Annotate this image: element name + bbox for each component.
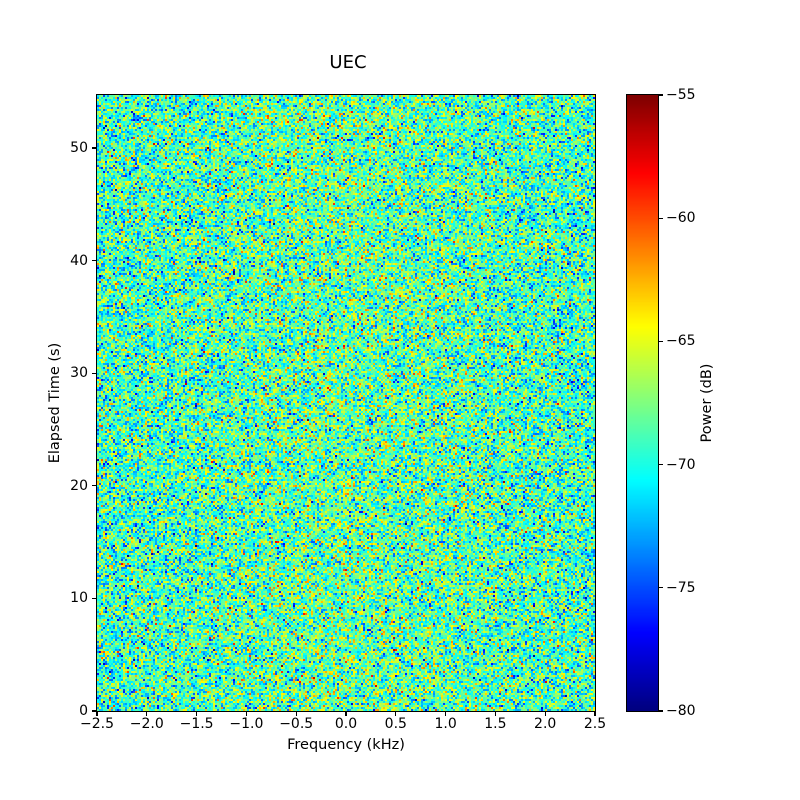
colorbar-tick-mark: [658, 587, 663, 589]
x-axis-label: Frequency (kHz): [287, 737, 405, 753]
y-tick-label: 0: [79, 703, 88, 719]
x-tick-mark: [395, 711, 397, 716]
x-tick-mark: [345, 711, 347, 716]
colorbar-tick-mark: [658, 710, 663, 712]
colorbar-tick-mark: [658, 217, 663, 219]
spectrogram-heatmap: [96, 94, 596, 712]
y-tick-mark: [92, 485, 97, 487]
colorbar-tick-mark: [658, 340, 663, 342]
y-tick-label: 20: [70, 477, 88, 494]
x-tick-label: −2.0: [129, 716, 164, 732]
y-tick-label: 10: [70, 590, 88, 607]
x-tick-mark: [295, 711, 297, 716]
y-tick-label: 30: [70, 365, 88, 382]
colorbar-tick-label: −75: [666, 579, 696, 596]
y-axis-label: Elapsed Time (s): [47, 342, 63, 464]
y-tick-label: 50: [70, 139, 88, 156]
colorbar-tick-mark: [658, 464, 663, 466]
colorbar-tick-label: −70: [666, 456, 696, 473]
y-tick-mark: [92, 259, 97, 262]
y-tick-mark: [92, 372, 97, 374]
colorbar-tick-label: −55: [666, 87, 696, 103]
x-tick-label: 2.0: [534, 716, 557, 732]
y-tick-mark: [92, 597, 97, 599]
colorbar-label: Power (dB): [699, 363, 715, 443]
x-tick-label: 2.5: [583, 716, 607, 732]
x-tick-label: −1.5: [179, 716, 214, 732]
x-tick-label: −0.5: [279, 716, 314, 732]
x-tick-mark: [196, 711, 198, 716]
y-tick-label: 40: [70, 252, 88, 269]
x-tick-label: 0.0: [334, 716, 358, 732]
colorbar-gradient: [626, 94, 659, 712]
x-tick-mark: [594, 711, 596, 716]
colorbar-tick-mark: [658, 94, 663, 96]
x-tick-mark: [146, 711, 148, 716]
colorbar-tick-label: −60: [666, 210, 696, 227]
x-tick-label: −1.0: [229, 716, 264, 732]
colorbar-tick-label: −65: [666, 333, 696, 350]
colorbar-tick-label: −80: [666, 703, 696, 719]
x-tick-mark: [445, 711, 447, 716]
x-tick-mark: [544, 711, 546, 716]
x-tick-label: −2.5: [80, 716, 114, 732]
x-tick-mark: [245, 711, 247, 716]
y-tick-mark: [92, 147, 97, 149]
x-tick-mark: [494, 711, 496, 716]
x-tick-label: 0.5: [384, 716, 407, 732]
y-tick-mark: [92, 710, 97, 712]
x-tick-label: 1.0: [434, 716, 457, 732]
x-tick-mark: [96, 711, 98, 716]
title-line-main: UEC: [329, 52, 367, 73]
x-tick-label: 1.5: [484, 716, 507, 732]
